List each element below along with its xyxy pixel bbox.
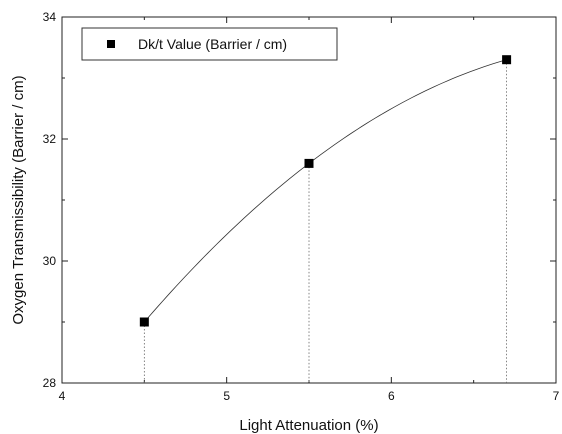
- tick-layer: 4 5 6 7 28 30 32 34: [43, 10, 560, 403]
- drop-lines: [143, 59, 508, 383]
- x-tick-label: 7: [553, 389, 560, 403]
- y-tick-label: 34: [43, 10, 57, 24]
- legend: Dk/t Value (Barrier / cm): [81, 27, 338, 61]
- legend-box: [81, 27, 338, 61]
- y-tick-label: 30: [43, 254, 57, 268]
- legend-marker: [107, 40, 115, 48]
- data-point: [502, 55, 512, 65]
- y-tick-label: 32: [43, 132, 57, 146]
- x-axis-title: Light Attenuation (%): [239, 417, 378, 434]
- x-tick-label: 4: [59, 389, 66, 403]
- legend-label: Dk/t Value (Barrier / cm): [138, 36, 287, 52]
- fit-curve: [144, 59, 507, 323]
- data-point: [304, 158, 314, 168]
- data-point: [139, 317, 149, 327]
- x-tick-label: 5: [223, 389, 230, 403]
- x-tick-label: 6: [388, 389, 395, 403]
- y-axis-title: Oxygen Transmissibility (Barrier / cm): [10, 75, 27, 324]
- y-tick-label: 28: [43, 376, 57, 390]
- data-points: [139, 55, 512, 327]
